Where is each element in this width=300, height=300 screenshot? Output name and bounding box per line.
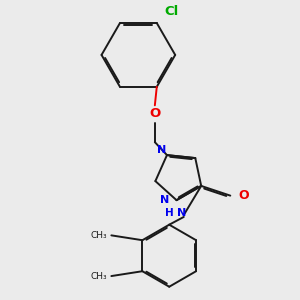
Text: Cl: Cl [164, 5, 179, 18]
Text: H: H [165, 208, 174, 218]
Text: N: N [157, 145, 166, 155]
Text: CH₃: CH₃ [91, 272, 107, 280]
Text: N: N [177, 208, 187, 218]
Text: N: N [160, 195, 170, 205]
Text: O: O [149, 106, 160, 120]
Text: CH₃: CH₃ [91, 231, 107, 240]
Text: O: O [238, 189, 249, 202]
